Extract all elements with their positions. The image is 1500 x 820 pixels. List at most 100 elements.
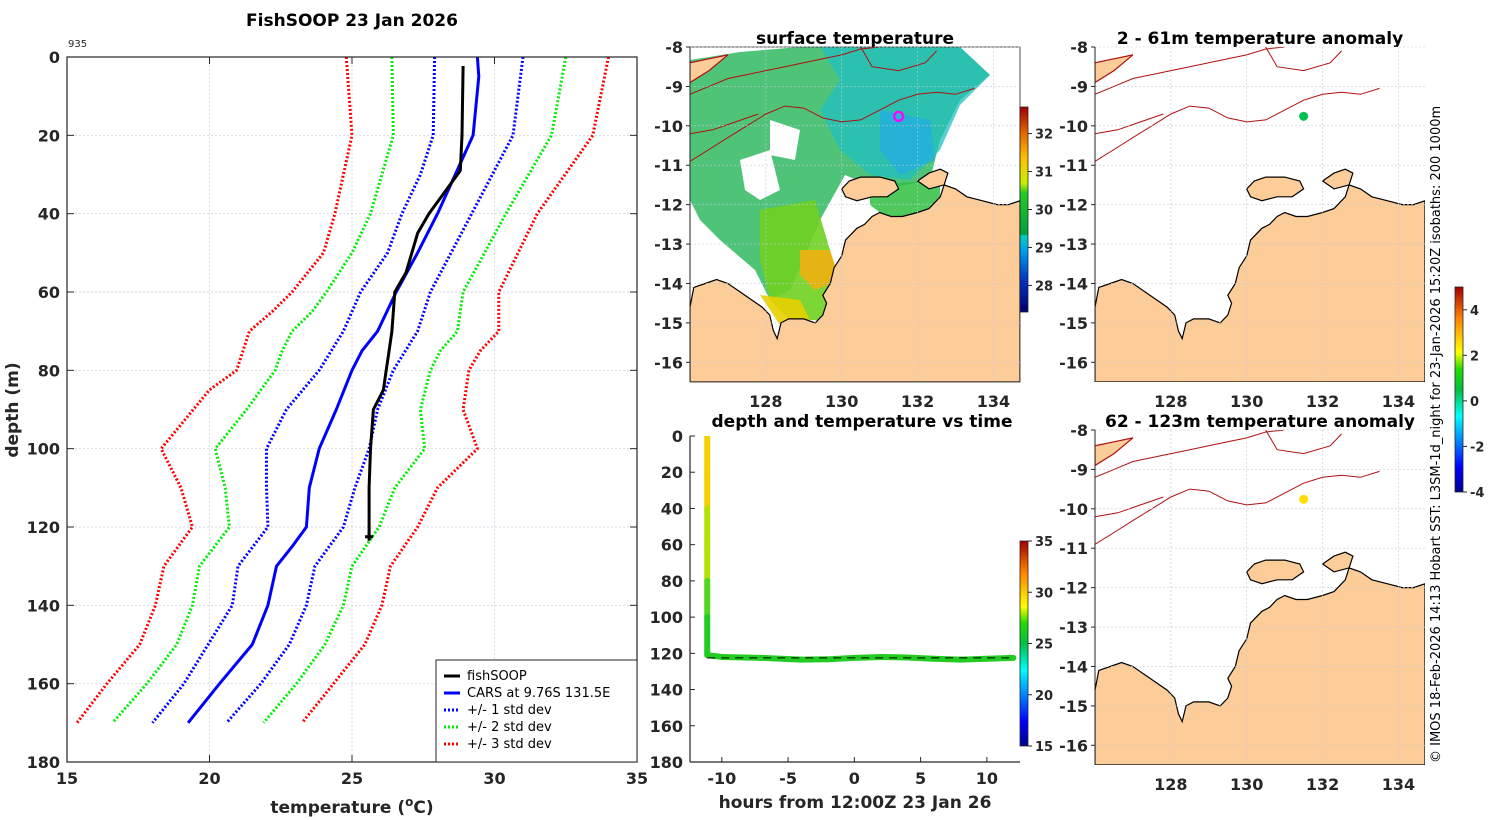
lat-tick-label: -11: [654, 156, 683, 175]
lat-tick-label: -11: [1059, 539, 1088, 558]
profile-corner-label: 935: [68, 39, 87, 50]
isobath-1000m: [1095, 47, 1285, 95]
series-high-2-std-dev: [262, 57, 568, 724]
timor-landmass: [1095, 54, 1134, 84]
isobath-200m: [690, 87, 975, 162]
profile-y-ticks: 0 20 40 60 80 100 120 140 160 180: [27, 48, 637, 772]
legend-item-fishsoop: fishSOOP: [444, 669, 527, 684]
lat-tick-label: -16: [1059, 736, 1088, 755]
colorbar-tick-label: 29: [1035, 241, 1053, 256]
isobath-1000m-north: [1265, 47, 1342, 72]
y-tick-label: 100: [27, 440, 60, 459]
lat-tick-label: -13: [1059, 618, 1088, 637]
lon-tick-label: 134: [977, 392, 1010, 411]
y-tick-label: 120: [27, 518, 60, 537]
lon-tick-label: 134: [1382, 775, 1415, 794]
temperature-colorbar-ticks: 15 20 25 30 35: [1028, 535, 1053, 755]
time-series-panel: depth and temperature vs time -10 -5 0 5 100…: [650, 412, 1054, 813]
timor-landmass: [1095, 437, 1134, 467]
lon-tick-label: 128: [1154, 392, 1187, 411]
lat-tick-label: -13: [1059, 235, 1088, 254]
x-tick-label: 10: [976, 769, 998, 788]
isobath-200m-west: [1095, 113, 1164, 135]
colorbar-tick-label: 30: [1035, 204, 1053, 219]
profile-grid: [66, 56, 638, 763]
lon-tick-label: 130: [1230, 392, 1263, 411]
x-tick-label: -10: [707, 769, 736, 788]
lon-tick-label: 128: [749, 392, 782, 411]
y-tick-label: 180: [650, 753, 683, 772]
y-tick-label: 40: [38, 205, 60, 224]
colorbar-tick-label: 25: [1035, 638, 1053, 653]
isobath-200m-west: [1095, 496, 1164, 518]
legend-item-3std: +/- 3 std dev: [444, 737, 552, 752]
profile-y-label: depth (m): [3, 362, 23, 457]
x-tick-label: 15: [56, 769, 78, 788]
series-high-3-std-dev: [300, 57, 610, 724]
y-tick-label: 140: [650, 681, 683, 700]
y-tick-label: 0: [49, 48, 60, 67]
track-segment: [930, 655, 964, 663]
colorbar-tick-label: 4: [1470, 304, 1479, 319]
colorbar-tick-label: -2: [1470, 440, 1484, 455]
lat-tick-label: -10: [1059, 500, 1088, 519]
isobath-1000m-north: [1265, 430, 1342, 455]
x-tick-label: 30: [483, 769, 505, 788]
anomaly-deep-title: 62 - 123m temperature anomaly: [1105, 412, 1415, 432]
series-low-1-std-dev: [151, 57, 437, 724]
y-tick-label: 120: [650, 644, 683, 663]
lon-tick-label: 132: [1306, 392, 1339, 411]
colorbar-tick-label: 30: [1035, 586, 1053, 601]
lat-tick-label: -16: [1059, 353, 1088, 372]
x-tick-label: 20: [198, 769, 220, 788]
melville-island: [1245, 176, 1305, 202]
time-series-x-label: hours from 12:00Z 23 Jan 26: [719, 793, 992, 813]
lat-tick-label: -8: [1070, 38, 1088, 57]
x-tick-label: 5: [915, 769, 926, 788]
series-fishsoop: [367, 65, 465, 537]
svg-text:+/- 3 std dev: +/- 3 std dev: [467, 737, 552, 752]
lat-tick-label: -13: [654, 235, 683, 254]
lon-tick-label: 132: [901, 392, 934, 411]
anomaly-deep-ticks: 128 130 132 134 -8 -9 -10 -11 -12 -13 -14 -15 -16: [1059, 421, 1425, 794]
svg-text:CARS at 9.76S 131.5E: CARS at 9.76S 131.5E: [467, 686, 610, 701]
sst-colorbar: [1019, 106, 1029, 313]
lon-tick-label: 132: [1306, 775, 1339, 794]
y-tick-label: 80: [38, 361, 60, 380]
y-tick-label: 20: [661, 463, 683, 482]
profile-lines: [75, 57, 610, 724]
series-low-3-std-dev: [75, 57, 354, 724]
y-tick-label: 60: [661, 536, 683, 555]
surface-map-ticks: 128 130 132 134 -8 -9 -10 -11 -12 -13 -14 -15 -16: [654, 38, 1020, 411]
colorbar-tick-label: 32: [1035, 128, 1053, 143]
y-tick-label: 0: [672, 427, 683, 446]
y-tick-label: 60: [38, 283, 60, 302]
timor-landmass: [690, 54, 729, 84]
sst-colorbar-ticks: 28 29 30 31 32: [1028, 128, 1053, 294]
anomaly-shallow-title: 2 - 61m temperature anomaly: [1117, 29, 1403, 49]
x-tick-label: 35: [626, 769, 648, 788]
y-tick-label: 160: [650, 717, 683, 736]
lat-tick-label: -15: [1059, 697, 1088, 716]
track-segment: [877, 653, 911, 661]
surface-map-title: surface temperature: [756, 29, 954, 49]
y-tick-label: 180: [27, 753, 60, 772]
x-tick-label: 25: [341, 769, 363, 788]
isobath-200m: [1095, 87, 1380, 162]
anomaly-map-deep: 62 - 123m temperature anomaly 128 130 132 1…: [1059, 412, 1425, 794]
lat-tick-label: -9: [1070, 77, 1088, 96]
track-segment: [957, 655, 990, 663]
anomaly-colorbar: [1454, 286, 1464, 493]
profile-x-label: temperature (oC): [270, 795, 433, 818]
cobourg-peninsula: [1321, 551, 1354, 573]
melville-island: [840, 176, 900, 202]
lat-tick-label: -12: [654, 196, 683, 215]
isobath-200m: [1095, 470, 1380, 545]
cobourg-peninsula: [916, 168, 949, 190]
lat-tick-label: -9: [665, 77, 683, 96]
y-tick-label: 160: [27, 675, 60, 694]
colorbar-tick-label: 28: [1035, 279, 1053, 294]
fishsoop-location-marker: [893, 110, 905, 122]
